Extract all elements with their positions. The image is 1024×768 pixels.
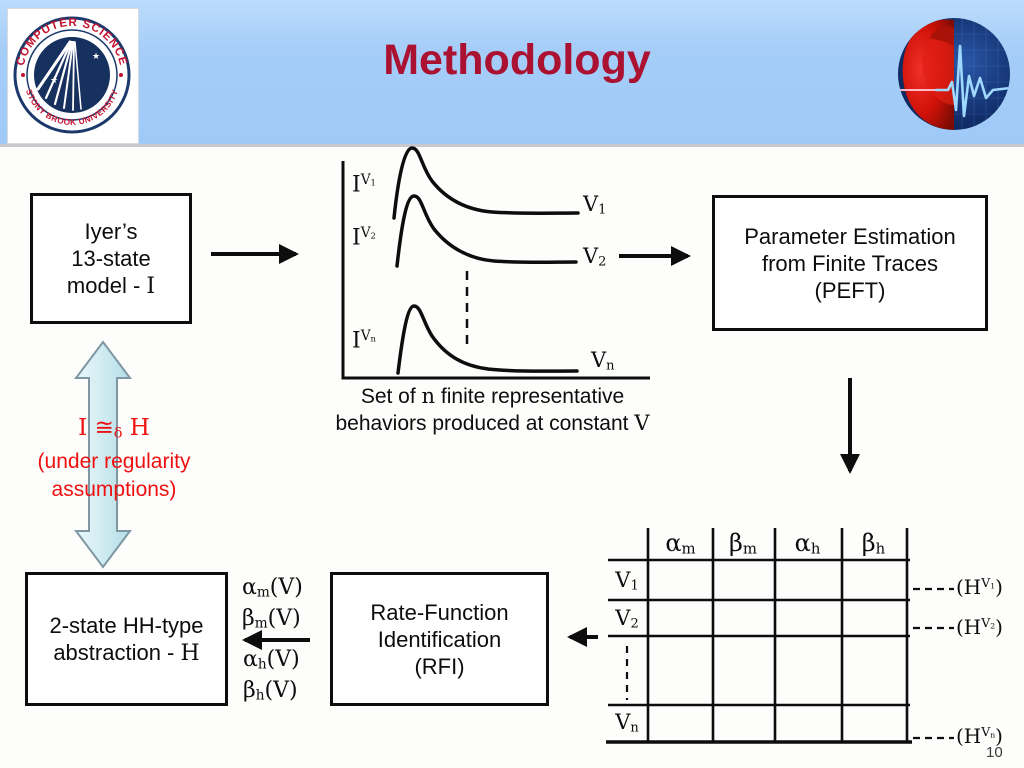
current-trace-curves <box>392 146 580 375</box>
table-row-v1: V1 <box>615 568 639 594</box>
rate-fn-beta-h: βh(V) <box>243 678 298 704</box>
peft-line2: from Finite Traces <box>761 250 939 276</box>
table-output-h-v2: (HV2) <box>956 615 1003 639</box>
equivalence-note-line2: (under regularity <box>37 449 191 473</box>
hh-abstraction-box: 2-state HH-type abstraction - H <box>25 572 228 706</box>
trace-current-label-1: IV1 <box>352 172 376 198</box>
table-output-h-v1: (HV1) <box>956 575 1003 599</box>
table-output-h-vn: (HVn) <box>956 724 1003 748</box>
table-output-dashed-connectors <box>913 587 954 740</box>
traces-caption-line2: behaviors produced at constant V <box>335 411 650 435</box>
parameter-table-grid <box>606 528 912 744</box>
table-col-alpha-h: αh <box>794 529 821 558</box>
rate-fn-beta-m: βm(V) <box>242 606 301 632</box>
trace-current-label-n: IVn <box>352 328 376 354</box>
page-title: Methodology <box>383 36 651 84</box>
hh-line2: abstraction - H <box>53 639 200 666</box>
rfi-line3: (RFI) <box>414 653 465 679</box>
trace-voltage-label-1: V1 <box>583 192 607 218</box>
iyer-line2: 13-state <box>71 245 151 271</box>
iyer-line3: model - I <box>66 272 156 299</box>
iyer-line1: Iyer’s <box>84 218 138 244</box>
table-col-beta-h: βh <box>861 529 886 558</box>
stony-brook-cs-seal-icon: ★ ★ COMPUTER SCIENCE STONY BROOK UNIVERS… <box>13 16 131 134</box>
rfi-box: Rate-Function Identification (RFI) <box>330 572 549 706</box>
seal-star-left-icon: ★ <box>50 75 58 85</box>
equivalence-note: I ≅δ H (under regularity assumptions) <box>5 414 223 504</box>
equivalence-relation: I ≅δ H <box>78 415 150 442</box>
rfi-line1: Rate-Function <box>370 599 509 625</box>
iyer-model-box: Iyer’s 13-state model - I <box>30 193 192 324</box>
peft-line3: (PEFT) <box>814 277 886 303</box>
traces-caption: Set of n finite representative behaviors… <box>295 383 690 437</box>
heart-ecg-icon <box>898 18 1010 130</box>
rate-fn-alpha-h: αh(V) <box>243 647 300 673</box>
page-number: 10 <box>986 744 1003 761</box>
header-banner: Methodology ★ ★ <box>0 0 1024 147</box>
trace-current-label-2: IV2 <box>352 225 376 251</box>
traces-caption-line1: Set of n finite representative <box>360 384 625 408</box>
rfi-line2: Identification <box>377 626 502 652</box>
table-row-vn: Vn <box>615 710 639 736</box>
table-col-beta-m: βm <box>729 529 757 558</box>
seal-star-right-icon: ★ <box>92 51 100 61</box>
table-row-v2: V2 <box>615 606 639 632</box>
hh-line1: 2-state HH-type <box>49 612 204 638</box>
table-col-alpha-m: αm <box>665 529 696 558</box>
trace-voltage-label-n: Vn <box>591 348 615 374</box>
stony-brook-cs-logo: ★ ★ COMPUTER SCIENCE STONY BROOK UNIVERS… <box>7 8 139 144</box>
peft-line1: Parameter Estimation <box>744 223 956 249</box>
rate-fn-alpha-m: αm(V) <box>242 575 303 601</box>
peft-box: Parameter Estimation from Finite Traces … <box>712 195 988 331</box>
equivalence-note-line3: assumptions) <box>51 477 177 501</box>
trace-voltage-label-2: V2 <box>583 244 607 270</box>
heart-ecg-logo <box>896 16 1012 132</box>
